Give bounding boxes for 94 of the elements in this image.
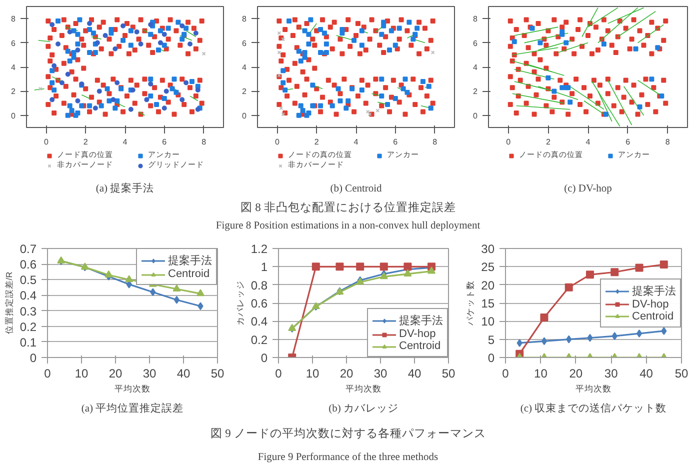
legend-label: 提案手法 (399, 314, 443, 328)
y-tick-label: 20 (481, 278, 495, 292)
y-tick-label: 0.7 (20, 242, 37, 256)
y-axis-title: 位置推定誤差/R (4, 272, 14, 334)
y-tick-label: 2 (242, 87, 248, 96)
text: 図 9 ノードの平均次数に対する各種パフォーマンス (210, 426, 486, 440)
x-tick-label: 50 (442, 366, 456, 380)
x-tick-label: 30 (142, 366, 156, 380)
x-axis-title: 平均次数 (114, 384, 150, 394)
y-tick-label: 0 (260, 351, 268, 365)
y-tick-label: 4 (473, 63, 478, 72)
x-tick-label: 20 (340, 366, 354, 380)
y-tick-label: 10 (481, 314, 495, 329)
y-tick-label: 15 (481, 296, 495, 310)
x-tick-label: 8 (665, 138, 670, 146)
y-tick-label: 0 (473, 111, 478, 120)
x-tick-label: 50 (674, 366, 688, 380)
x-tick-label: 0 (274, 138, 280, 146)
x-tick-label: 30 (604, 366, 618, 380)
y-axis-title: カバレッジ (234, 280, 245, 326)
x-tick-label: 40 (176, 366, 190, 380)
y-tick-label: 2 (11, 87, 16, 96)
x-tick-label: 0 (275, 366, 282, 380)
x-tick-label: 4 (586, 138, 591, 146)
x-axis-title: 平均次数 (346, 384, 382, 394)
legend-label: Centroid (168, 268, 210, 280)
y-tick-label: 0.3 (20, 304, 37, 318)
y-tick-label: 6 (242, 38, 248, 48)
text: Figure 8 Position estimations in a non-convex hull deployment (216, 220, 480, 232)
x-tick-label: 2 (83, 138, 88, 146)
x-tick-label: 2 (314, 138, 320, 146)
y-tick-label: 0 (488, 351, 495, 365)
y-tick-label: 1 (260, 260, 268, 274)
y-tick-label: 0.5 (20, 273, 37, 288)
y-tick-label: 5 (488, 332, 495, 347)
x-tick-label: 20 (108, 366, 122, 380)
x-tick-label: 0 (44, 138, 49, 146)
text: (a) 提案手法 (96, 182, 154, 195)
y-tick-label: 0 (242, 111, 248, 120)
text: (c) 収束までの送信パケット数 (520, 402, 667, 414)
x-tick-label: 50 (210, 366, 224, 380)
y-tick-label: 0.1 (20, 335, 37, 350)
legend-label: 提案手法 (168, 254, 212, 268)
x-tick-label: 6 (393, 138, 398, 146)
y-tick-label: 0.6 (20, 258, 37, 272)
y-tick-label: 30 (481, 242, 495, 256)
x-tick-label: 6 (626, 138, 631, 146)
y-tick-label: 0.4 (20, 288, 37, 303)
y-tick-label: 4 (242, 63, 248, 72)
legend-label: 提案手法 (632, 284, 676, 298)
y-tick-label: 8 (242, 14, 248, 24)
x-tick-label: 30 (374, 366, 388, 380)
y-tick-label: 8 (11, 14, 16, 24)
y-tick-label: 25 (481, 260, 495, 274)
y-tick-label: 0.8 (250, 278, 268, 292)
y-tick-label: 0.2 (20, 320, 37, 334)
legend-label: DV-hop (399, 328, 436, 340)
x-tick-label: 0 (502, 366, 510, 380)
x-tick-label: 20 (569, 366, 583, 380)
y-tick-label: 2 (473, 87, 478, 96)
y-tick-label: 6 (11, 38, 16, 48)
y-tick-label: 1.2 (250, 242, 268, 256)
y-tick-label: 0 (30, 351, 37, 365)
x-tick-label: 0 (506, 138, 512, 146)
x-tick-label: 4 (122, 138, 128, 146)
x-tick-label: 10 (534, 366, 548, 380)
legend-label: Centroid (632, 310, 674, 322)
y-tick-label: 0.2 (250, 332, 268, 347)
y-tick-label: 0 (11, 111, 16, 120)
legend-label: DV-hop (632, 298, 669, 310)
x-tick-label: 10 (74, 366, 88, 380)
y-tick-label: 0.6 (250, 296, 268, 310)
x-tick-label: 10 (306, 366, 320, 380)
y-axis-title: パケット数 (465, 280, 476, 326)
text: (b) Centroid (330, 184, 383, 195)
y-tick-label: 0.4 (250, 314, 268, 329)
text: 図 8 非凸包な配置における位置推定誤差 (240, 200, 456, 214)
y-tick-label: 4 (11, 63, 16, 72)
text: Figure 9 Performance of the three methods (258, 452, 438, 464)
text: (b) カバレッジ (328, 404, 398, 414)
x-tick-label: 6 (162, 138, 168, 146)
x-tick-label: 40 (640, 366, 654, 380)
x-tick-label: 2 (546, 138, 551, 146)
x-tick-label: 8 (202, 138, 207, 146)
x-tick-label: 40 (408, 366, 422, 380)
x-tick-label: 8 (432, 138, 438, 146)
legend-label: Centroid (399, 340, 441, 352)
x-tick-label: 4 (354, 138, 359, 146)
text: (a) 平均位置推定誤差 (81, 402, 184, 414)
x-tick-label: 0 (44, 366, 52, 380)
x-axis-title: 平均次数 (576, 384, 612, 394)
text: (c) DV-hop (564, 184, 612, 195)
y-tick-label: 6 (473, 38, 478, 48)
y-tick-label: 8 (473, 14, 478, 24)
